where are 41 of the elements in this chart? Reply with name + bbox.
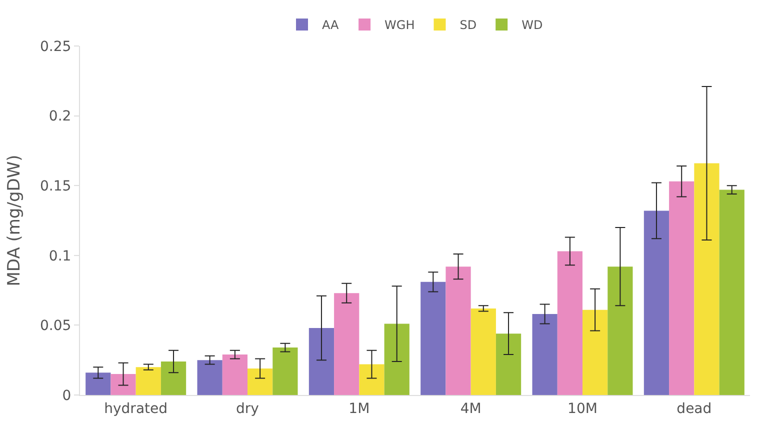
x-tick-label: 1M: [348, 400, 370, 417]
bar: [272, 348, 298, 395]
y-tick-label: 0: [62, 388, 72, 404]
x-tick-label: dead: [676, 400, 712, 417]
bar: [160, 362, 186, 395]
legend-label: SD: [460, 18, 477, 32]
bar: [110, 374, 136, 395]
bar: [669, 181, 694, 395]
y-tick-label: 0.2: [48, 108, 72, 125]
bar: [359, 364, 384, 395]
y-tick-label: 0.1: [48, 248, 72, 264]
x-tick-label: dry: [236, 400, 259, 417]
bar: [136, 367, 161, 395]
bar: [582, 310, 608, 395]
bar: [384, 324, 410, 395]
bar: [308, 328, 334, 395]
bar: [334, 293, 360, 395]
y-tick-label: 0.05: [40, 318, 72, 334]
bar: [557, 251, 582, 395]
y-tick-label: 0.25: [40, 38, 72, 55]
bar: [694, 163, 720, 395]
bar: [608, 266, 633, 395]
legend-label: WD: [522, 18, 543, 32]
y-tick-label: 0.15: [40, 178, 72, 194]
bar: [222, 354, 248, 395]
bar: [86, 372, 111, 395]
legend-label: AA: [322, 18, 340, 32]
bar: [197, 360, 222, 395]
x-tick-label: 4M: [460, 400, 482, 417]
bar: [446, 266, 471, 395]
x-tick-label: hydrated: [104, 400, 168, 417]
bar: [248, 368, 273, 395]
bar: [532, 314, 558, 395]
bar: [644, 210, 670, 395]
bar: [420, 282, 446, 395]
bar: [496, 334, 522, 395]
y-axis-title: MDA (mg/gDW): [4, 154, 25, 286]
x-tick-label: 10M: [568, 400, 598, 417]
bar: [719, 190, 744, 395]
bar: [470, 308, 496, 395]
legend-label: WGH: [384, 18, 415, 32]
